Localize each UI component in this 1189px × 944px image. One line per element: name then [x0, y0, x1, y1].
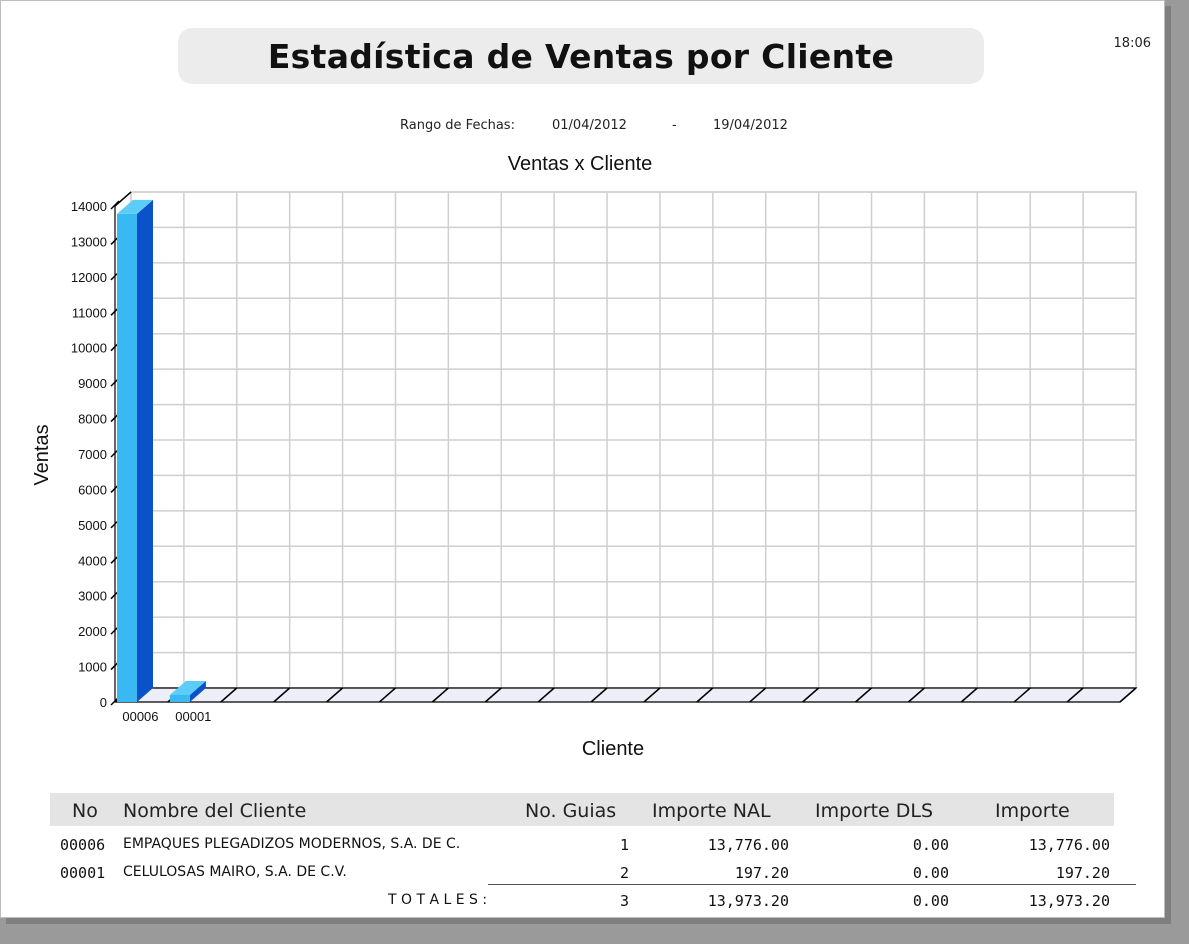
- row-2-no: 00001: [60, 864, 106, 882]
- y-tick-label: 0: [100, 695, 107, 710]
- floor-plane: [113, 687, 1138, 703]
- chart-grid: [130, 191, 1137, 689]
- row-2-guias: 2: [619, 864, 629, 882]
- y-tick-label: 11000: [72, 305, 107, 320]
- chart-floor: [113, 687, 1138, 703]
- report-page: Estadística de Ventas por Cliente 18:06 …: [0, 0, 1165, 918]
- floor-tick: [749, 687, 767, 703]
- y-tick-label: 13000: [71, 234, 107, 249]
- col-header-importe: Importe: [995, 800, 1070, 822]
- floor-tick: [960, 687, 978, 703]
- floor-tick: [855, 687, 873, 703]
- bar-top: [169, 681, 206, 696]
- y-axis-top-edge: [114, 191, 132, 207]
- bar-side: [137, 199, 153, 702]
- floor-tick: [484, 687, 502, 703]
- y-tick-label: 10000: [71, 341, 107, 356]
- floor-tick: [378, 687, 396, 703]
- date-range-label: Rango de Fechas:: [400, 118, 515, 133]
- sales-chart: Ventas x Cliente 0 1000 2000 3000 4000 5000 60…: [31, 153, 1138, 760]
- bar-side: [189, 681, 206, 702]
- y-tick: [110, 200, 120, 210]
- title-banner: Estadística de Ventas por Cliente: [178, 28, 984, 84]
- table-header: [50, 793, 1114, 826]
- col-header-nal: Importe NAL: [652, 800, 771, 822]
- floor-tick: [326, 687, 344, 703]
- floor-tick: [537, 687, 555, 703]
- row-1-no: 00006: [60, 836, 106, 854]
- chart-bars: [117, 199, 206, 702]
- date-from: 01/04/2012: [552, 118, 627, 133]
- floor-tick: [643, 687, 661, 703]
- report-title: Estadística de Ventas por Cliente: [267, 36, 895, 76]
- x-axis-title: Cliente: [582, 738, 644, 760]
- floor-tick: [273, 687, 291, 703]
- y-tick-label: 9000: [78, 376, 107, 391]
- y-tick-label: 8000: [78, 412, 107, 427]
- floor-tick: [431, 687, 449, 703]
- y-tick-label: 14000: [71, 199, 107, 214]
- row-1-name: EMPAQUES PLEGADIZOS MODERNOS, S.A. DE C.: [123, 836, 461, 852]
- x-tick-label: 00006: [122, 709, 158, 724]
- col-header-no: No: [72, 800, 98, 822]
- y-tick-label: 2000: [78, 624, 107, 639]
- row-1-nal: 13,776.00: [707, 836, 789, 854]
- floor-tick: [1119, 687, 1137, 703]
- floor-tick: [220, 687, 238, 703]
- date-range-separator: -: [672, 118, 677, 133]
- y-tick-label: 12000: [71, 270, 107, 285]
- row-1-guias: 1: [619, 836, 629, 854]
- totals-divider: [488, 884, 1136, 885]
- col-header-name: Nombre del Cliente: [123, 800, 307, 822]
- totals-label: T O T A L E S :: [388, 892, 488, 908]
- y-tick-label: 5000: [78, 518, 107, 533]
- floor-tick: [1066, 687, 1084, 703]
- date-to: 19/04/2012: [713, 118, 788, 133]
- y-tick-label: 1000: [78, 660, 107, 675]
- col-header-dls: Importe DLS: [815, 800, 934, 822]
- bar-top: [117, 199, 153, 214]
- floor-tick: [590, 687, 608, 703]
- x-axis: 00006 00001: [122, 709, 211, 724]
- y-tick-label: 3000: [78, 589, 107, 604]
- totals-guias: 3: [619, 892, 629, 910]
- bar: [117, 213, 137, 702]
- report-time: 18:06: [1113, 36, 1151, 51]
- totals-dls: 0.00: [912, 892, 949, 910]
- y-tick-label: 4000: [78, 553, 107, 568]
- row-2-nal: 197.20: [734, 864, 789, 882]
- totals-nal: 13,973.20: [707, 892, 789, 910]
- y-tick-label: 6000: [78, 482, 107, 497]
- floor-tick: [802, 687, 820, 703]
- bar: [169, 695, 190, 702]
- chart-title: Ventas x Cliente: [508, 153, 653, 175]
- floor-tick: [1013, 687, 1031, 703]
- totals-importe: 13,973.20: [1028, 892, 1110, 910]
- row-1-importe: 13,776.00: [1028, 836, 1110, 854]
- row-2-dls: 0.00: [912, 864, 949, 882]
- col-header-guias: No. Guias: [525, 800, 617, 822]
- page-border: [0, 0, 1165, 918]
- y-tick-label: 7000: [78, 447, 107, 462]
- row-2-name: CELULOSAS MAIRO, S.A. DE C.V.: [123, 864, 347, 880]
- y-axis-title: Ventas: [31, 424, 53, 485]
- row-1-dls: 0.00: [912, 836, 949, 854]
- floor-tick: [907, 687, 925, 703]
- row-2-importe: 197.20: [1055, 864, 1110, 882]
- x-tick-label: 00001: [175, 709, 211, 724]
- floor-tick: [696, 687, 714, 703]
